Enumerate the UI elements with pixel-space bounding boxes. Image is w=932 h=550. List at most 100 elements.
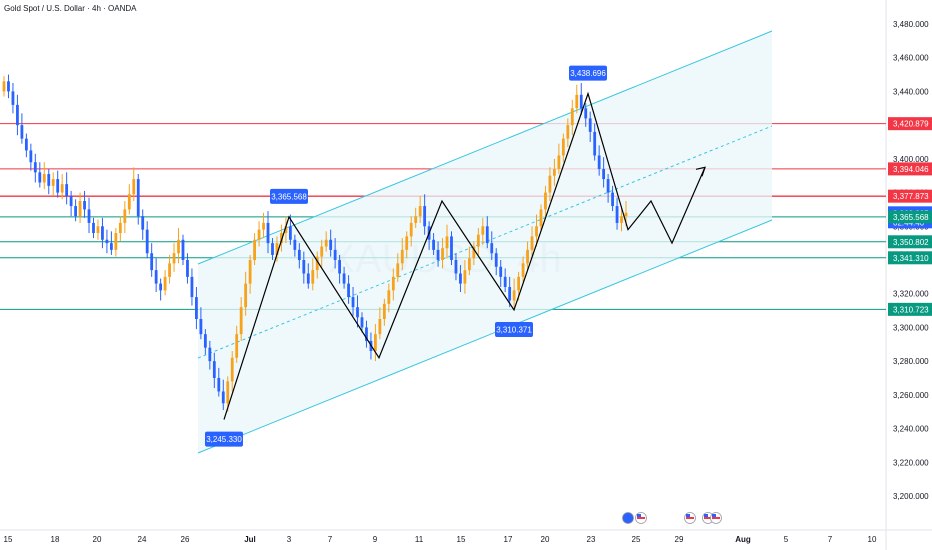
candle-body [597,155,601,169]
candle-body [485,226,489,244]
time-tick-label: 7 [828,535,833,544]
price-callout-label: 3,245.330 [206,435,242,444]
candle-body [535,226,538,237]
candle-body [606,179,610,193]
candle-body [602,168,606,180]
candle-body [163,276,167,291]
time-tick-label: 11 [415,535,424,544]
candle-body [624,212,628,217]
candle-body [306,273,310,284]
candle-body [324,239,328,247]
candle-body [481,226,485,235]
candle-body [288,226,292,240]
candle-body [24,138,28,151]
time-tick-label: 5 [784,535,789,544]
price-callout [495,321,533,337]
time-tick-label: 15 [457,535,466,544]
candle-body [208,347,212,362]
candle-body [235,334,239,358]
candle-body [620,216,623,223]
price-callout-label: 3,365.568 [271,192,307,201]
price-tick-label: 3,440.000 [893,87,929,96]
candle-body [476,234,480,247]
candle-body [132,179,136,195]
price-tag-label: 3,394.046 [893,165,929,174]
flag-stripe-icon [704,517,712,519]
forecast-zigzag-path [223,91,706,420]
time-tick-label: 9 [373,535,378,544]
price-tag [888,162,932,176]
candle-body [159,283,163,291]
flag-canton-icon [637,514,641,517]
candle-body [360,317,364,328]
candle-body [593,131,597,156]
candle-body [553,168,556,176]
candle-body [168,263,171,277]
price-tag-label: 3,377.873 [893,192,929,201]
candle-body [114,233,118,250]
candle-body [409,222,413,237]
price-tick-label: 3,280.000 [893,357,929,366]
candle-body [217,378,221,392]
price-callout-label: 3,310.371 [496,325,532,334]
candle-body [60,184,64,193]
price-tag [888,251,932,265]
price-tag-label: 3,420.879 [893,120,929,129]
candle-body [150,253,154,271]
candle-body [127,194,131,210]
time-tick-label: 17 [504,535,513,544]
candle-body [195,297,198,319]
candle-body [320,246,324,257]
candle-body [284,226,288,234]
candle-body [136,179,140,217]
candle-body [423,206,427,227]
candle-body [521,263,525,277]
price-callout [569,65,607,81]
candle-body [257,229,261,240]
candle-body [190,276,194,298]
price-tick-label: 3,300.000 [893,323,929,332]
price-tick-label: 3,260.000 [893,391,929,400]
candle-body [512,290,516,301]
time-tick-label: 18 [51,535,60,544]
price-tick-label: 3,200.000 [893,492,929,501]
candle-body [548,175,552,193]
price-tick-label: 3,400.000 [893,155,929,164]
candle-body [181,239,185,260]
price-tick-label: 3,480.000 [893,20,929,29]
price-tag-label: 3,341.310 [893,254,929,263]
channel-fill [198,31,772,453]
candle-body [69,195,73,207]
candle-body [7,81,10,92]
candle-body [78,201,82,217]
candle-body [454,260,458,274]
price-callout [205,431,243,447]
candle-body [239,307,243,335]
candle-body [74,206,77,217]
candle-body [186,260,189,277]
candle-body [508,286,512,301]
candle-body [293,239,297,250]
candle-body [588,118,592,132]
candle-body [266,222,270,244]
price-tick-label: 3,240.000 [893,425,929,434]
candle-body [575,94,579,109]
candle-body [450,236,453,260]
candle-body [472,246,476,259]
candle-body [2,81,6,92]
candle-body [65,184,69,196]
candle-body [405,236,409,250]
candle-body [253,239,256,260]
time-tick-label: 20 [93,535,102,544]
candle-body [141,216,145,230]
channel-lower-line [197,219,773,454]
time-tick-label: Jul [244,535,256,544]
candle-body [378,319,382,335]
time-tick-label: 10 [868,535,877,544]
candle-body [329,239,333,250]
candle-body [109,243,113,250]
price-callout-label: 3,438.696 [570,69,606,78]
candle-body [315,256,319,271]
candle-body [92,222,95,234]
